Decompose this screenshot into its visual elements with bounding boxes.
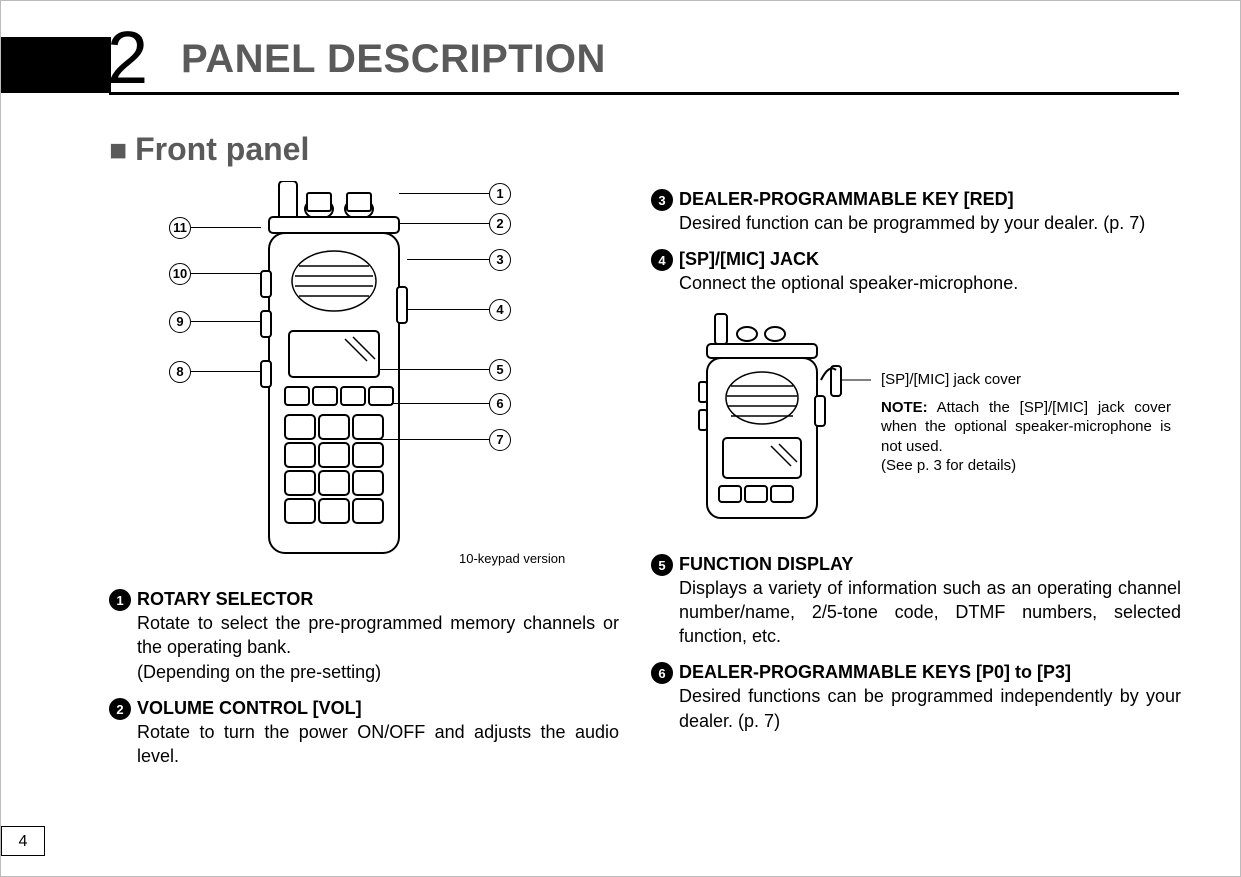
item-title: FUNCTION DISPLAY (679, 554, 853, 575)
chapter-tab (1, 37, 111, 93)
item-body: Displays a variety of information such a… (679, 576, 1181, 649)
item-body-line: Desired function can be programmed by yo… (679, 211, 1181, 235)
callout-5: 5 (489, 359, 511, 381)
callout-6: 6 (489, 393, 511, 415)
callout-3: 3 (489, 249, 511, 271)
item-body: Connect the optional speaker-microphone. (679, 271, 1181, 295)
right-items-top: 3 DEALER-PROGRAMMABLE KEY [RED] Desired … (651, 189, 1181, 296)
note-label: NOTE: (881, 399, 928, 416)
section-heading-text: Front panel (135, 131, 309, 168)
item-sp-mic-jack: 4 [SP]/[MIC] JACK Connect the optional s… (651, 249, 1181, 295)
figure-caption: 10-keypad version (459, 551, 565, 566)
item-body-line: Connect the optional speaker-microphone. (679, 271, 1181, 295)
callout-10: 10 (169, 263, 191, 285)
item-volume-control: 2 VOLUME CONTROL [VOL] Rotate to turn th… (109, 698, 619, 769)
item-number-icon: 2 (109, 698, 131, 720)
callout-line (379, 369, 489, 370)
callout-line (191, 321, 261, 322)
inset-figure: [SP]/[MIC] jack cover NOTE: Attach the [… (651, 310, 1171, 540)
callout-line (391, 403, 489, 404)
section-bullet-icon: ■ (109, 134, 127, 168)
manual-page: 2 PANEL DESCRIPTION ■ Front panel (0, 0, 1241, 877)
callout-1: 1 (489, 183, 511, 205)
item-title: DEALER-PROGRAMMABLE KEYS [P0] to [P3] (679, 662, 1071, 683)
item-number-icon: 6 (651, 662, 673, 684)
inset-illustration (671, 310, 871, 530)
callout-line (191, 227, 261, 228)
chapter-number: 2 (107, 15, 148, 100)
item-title: [SP]/[MIC] JACK (679, 249, 819, 270)
item-body-line: Desired functions can be programmed inde… (679, 684, 1181, 733)
item-body: Rotate to turn the power ON/OFF and adju… (137, 720, 619, 769)
item-function-display: 5 FUNCTION DISPLAY Displays a variety of… (651, 554, 1181, 649)
callout-11: 11 (169, 217, 191, 239)
item-dealer-key-red: 3 DEALER-PROGRAMMABLE KEY [RED] Desired … (651, 189, 1181, 235)
right-column: 3 DEALER-PROGRAMMABLE KEY [RED] Desired … (651, 181, 1181, 747)
item-rotary-selector: 1 ROTARY SELECTOR Rotate to select the p… (109, 589, 619, 684)
callout-line (399, 223, 489, 224)
item-body-line: Displays a variety of information such a… (679, 576, 1181, 649)
radio-figure: 1 2 3 4 5 6 7 11 10 9 8 10-keypad versio… (169, 181, 589, 581)
header-rule (109, 92, 1179, 95)
callout-8: 8 (169, 361, 191, 383)
item-number-icon: 1 (109, 589, 131, 611)
item-body: Rotate to select the pre-programmed memo… (137, 611, 619, 684)
callout-9: 9 (169, 311, 191, 333)
callout-line (191, 371, 261, 372)
section-heading: ■ Front panel (109, 131, 309, 168)
jack-cover-note: NOTE: Attach the [SP]/[MIC] jack cover w… (881, 398, 1171, 476)
item-number-icon: 5 (651, 554, 673, 576)
note-tail: (See p. 3 for details) (881, 456, 1171, 476)
page-number: 4 (1, 826, 45, 856)
item-body: Desired functions can be programmed inde… (679, 684, 1181, 733)
item-body-line: (Depending on the pre-setting) (137, 660, 619, 684)
callout-line (359, 439, 489, 440)
item-body: Desired function can be programmed by yo… (679, 211, 1181, 235)
jack-cover-label: [SP]/[MIC] jack cover (881, 370, 1021, 390)
item-number-icon: 3 (651, 189, 673, 211)
callout-7: 7 (489, 429, 511, 451)
item-dealer-keys-p0-p3: 6 DEALER-PROGRAMMABLE KEYS [P0] to [P3] … (651, 662, 1181, 733)
item-title: ROTARY SELECTOR (137, 589, 313, 610)
callout-2: 2 (489, 213, 511, 235)
item-body-line: Rotate to turn the power ON/OFF and adju… (137, 720, 619, 769)
item-number-icon: 4 (651, 249, 673, 271)
left-items: 1 ROTARY SELECTOR Rotate to select the p… (109, 589, 619, 768)
callout-line (407, 309, 489, 310)
chapter-title: PANEL DESCRIPTION (181, 37, 606, 82)
callout-4: 4 (489, 299, 511, 321)
radio-illustration (249, 181, 439, 571)
right-items-bottom: 5 FUNCTION DISPLAY Displays a variety of… (651, 554, 1181, 733)
callout-line (407, 259, 489, 260)
item-title: VOLUME CONTROL [VOL] (137, 698, 362, 719)
item-body-line: Rotate to select the pre-programmed memo… (137, 611, 619, 660)
callout-line (399, 193, 489, 194)
callout-line (191, 273, 261, 274)
left-column: 1 2 3 4 5 6 7 11 10 9 8 10-keypad versio… (109, 181, 619, 782)
item-title: DEALER-PROGRAMMABLE KEY [RED] (679, 189, 1014, 210)
